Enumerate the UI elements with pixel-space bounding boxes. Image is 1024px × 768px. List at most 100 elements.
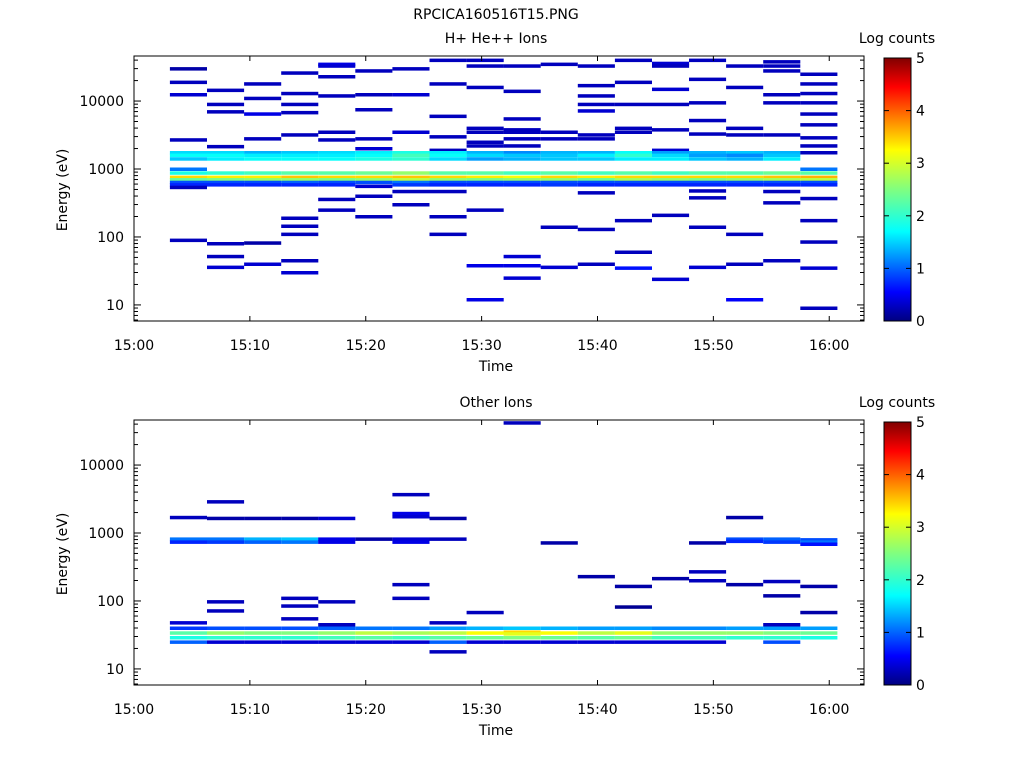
heatmap-cell — [689, 101, 727, 105]
panel-bottom-x-ticks: 15:00 15:10 15:20 15:30 15:40 15:50 16:00 — [114, 420, 849, 718]
heatmap-cell — [392, 582, 430, 587]
heatmap-cell — [466, 636, 504, 640]
heatmap-cell — [466, 626, 504, 630]
heatmap-cell — [169, 621, 207, 625]
heatmap-cell — [355, 640, 393, 644]
heatmap-cell — [392, 515, 430, 519]
heatmap-cell — [614, 130, 652, 134]
heatmap-cell — [355, 93, 393, 97]
heatmap-cell — [689, 640, 727, 644]
heatmap-cell — [466, 151, 504, 155]
heatmap-cell — [763, 579, 801, 584]
panel-top-colorbar — [883, 57, 912, 322]
heatmap-cell — [392, 631, 430, 635]
heatmap-cell — [429, 114, 467, 119]
x-tick-label: 15:40 — [577, 702, 617, 718]
heatmap-cell — [281, 180, 319, 185]
heatmap-cell — [392, 511, 430, 516]
heatmap-cell — [800, 151, 838, 155]
heatmap-cell — [577, 626, 615, 630]
figure-title: RPCICA160516T15.PNG — [413, 7, 578, 23]
heatmap-cell — [429, 178, 467, 182]
panel-bottom: Other Ions Log counts Time Energy (eV) 1… — [55, 395, 935, 739]
heatmap-cell — [169, 540, 207, 544]
heatmap-cell — [800, 136, 838, 140]
heatmap-cell — [318, 183, 356, 187]
heatmap-cell — [614, 153, 652, 158]
heatmap-cell — [652, 636, 690, 640]
heatmap-cell — [355, 636, 393, 640]
heatmap-cell — [244, 262, 282, 266]
heatmap-cell — [763, 201, 801, 205]
heatmap-cell — [169, 626, 207, 630]
heatmap-cell — [466, 264, 504, 268]
heatmap-cell — [652, 171, 690, 175]
heatmap-cell — [503, 632, 541, 636]
heatmap-cell — [244, 112, 282, 116]
heatmap-cell — [540, 631, 578, 635]
heatmap-cell — [652, 151, 690, 155]
heatmap-cell — [800, 180, 838, 185]
heatmap-cell — [207, 153, 245, 158]
heatmap-cell — [281, 110, 319, 115]
heatmap-cell — [800, 542, 838, 546]
heatmap-cell — [466, 144, 504, 148]
heatmap-cell — [244, 137, 282, 141]
heatmap-cell — [318, 175, 356, 180]
heatmap-cell — [800, 266, 838, 270]
heatmap-cell — [577, 109, 615, 113]
heatmap-cell — [355, 153, 393, 158]
heatmap-cell — [392, 151, 430, 155]
y-tick-label: 100 — [97, 230, 124, 246]
heatmap-cell — [169, 180, 207, 185]
heatmap-cell — [207, 183, 245, 187]
heatmap-cell — [540, 137, 578, 141]
heatmap-cell — [503, 153, 541, 158]
heatmap-cell — [318, 151, 356, 155]
heatmap-cell — [281, 153, 319, 158]
heatmap-cell — [392, 537, 430, 541]
heatmap-cell — [429, 537, 467, 541]
heatmap-cell — [503, 180, 541, 185]
heatmap-cell — [281, 617, 319, 621]
x-tick-label: 15:40 — [577, 338, 617, 354]
heatmap-cell — [726, 582, 764, 587]
heatmap-cell — [726, 631, 764, 635]
heatmap-cell — [540, 175, 578, 180]
heatmap-cell — [689, 631, 727, 635]
heatmap-cell — [207, 88, 245, 93]
heatmap-cell — [800, 178, 838, 182]
heatmap-cell — [800, 171, 838, 175]
heatmap-cell — [244, 631, 282, 635]
heatmap-cell — [652, 148, 690, 153]
heatmap-cell — [614, 180, 652, 185]
heatmap-cell — [763, 175, 801, 180]
heatmap-cell — [577, 157, 615, 161]
heatmap-cell — [577, 153, 615, 158]
heatmap-cell — [392, 640, 430, 644]
heatmap-cell — [689, 265, 727, 270]
heatmap-cell — [169, 640, 207, 644]
heatmap-cell — [652, 157, 690, 161]
heatmap-cell — [689, 570, 727, 574]
heatmap-cell — [244, 180, 282, 185]
heatmap-cell — [355, 108, 393, 112]
heatmap-cell — [577, 102, 615, 107]
heatmap-cell — [318, 138, 356, 142]
heatmap-cell — [800, 540, 838, 544]
heatmap-cell — [577, 262, 615, 266]
heatmap-cell — [207, 640, 245, 644]
panel-bottom-heatmap-cells — [169, 421, 838, 654]
heatmap-cell — [392, 203, 430, 207]
heatmap-cell — [652, 631, 690, 635]
heatmap-cell — [577, 171, 615, 175]
panel-top-colorbar-label: Log counts — [859, 31, 935, 47]
heatmap-cell — [577, 640, 615, 644]
heatmap-cell — [429, 232, 467, 237]
heatmap-cell — [466, 153, 504, 158]
panel-top: H+ He++ Ions Log counts Time Energy (eV)… — [55, 31, 935, 375]
x-tick-label: 16:00 — [809, 338, 849, 354]
panel-bottom-colorbar-label: Log counts — [859, 395, 935, 411]
x-tick-label: 15:50 — [693, 338, 733, 354]
